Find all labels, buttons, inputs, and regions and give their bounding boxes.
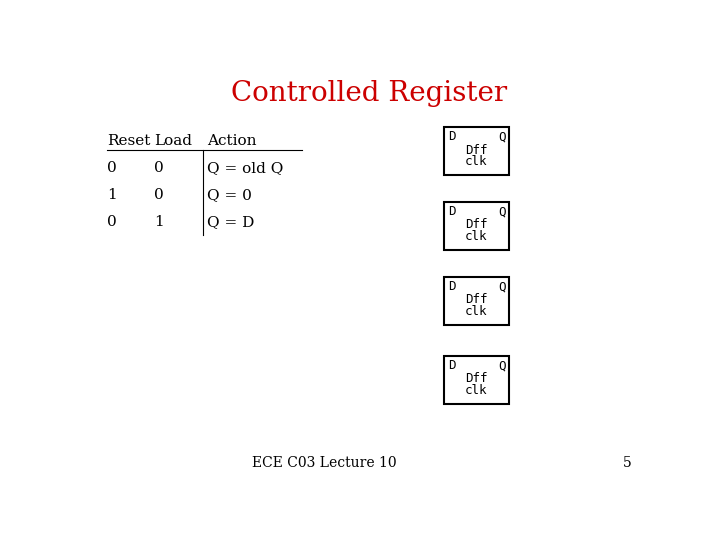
Text: 1: 1 bbox=[107, 188, 117, 202]
Text: Q = 0: Q = 0 bbox=[207, 188, 252, 202]
Text: clk: clk bbox=[465, 155, 487, 168]
Text: D: D bbox=[449, 280, 456, 293]
Text: clk: clk bbox=[465, 230, 487, 243]
Text: Dff: Dff bbox=[465, 144, 487, 157]
Text: D: D bbox=[449, 205, 456, 218]
Text: Q: Q bbox=[498, 280, 505, 293]
Text: 0: 0 bbox=[154, 188, 164, 202]
Bar bbox=[444, 277, 508, 325]
Text: Q: Q bbox=[498, 205, 505, 218]
Text: Q = D: Q = D bbox=[207, 215, 255, 229]
Text: 0: 0 bbox=[154, 161, 164, 175]
Text: Q = old Q: Q = old Q bbox=[207, 161, 284, 175]
Text: ECE C03 Lecture 10: ECE C03 Lecture 10 bbox=[252, 456, 397, 470]
Bar bbox=[444, 127, 508, 175]
Text: D: D bbox=[449, 359, 456, 372]
Text: 1: 1 bbox=[154, 215, 164, 229]
Text: Reset: Reset bbox=[107, 134, 150, 148]
Text: clk: clk bbox=[465, 384, 487, 397]
Text: Dff: Dff bbox=[465, 219, 487, 232]
Text: Q: Q bbox=[498, 359, 505, 372]
Text: Dff: Dff bbox=[465, 372, 487, 386]
Bar bbox=[444, 202, 508, 250]
Text: Controlled Register: Controlled Register bbox=[231, 80, 507, 107]
Text: Action: Action bbox=[207, 134, 257, 148]
Bar bbox=[444, 356, 508, 404]
Text: Load: Load bbox=[154, 134, 192, 148]
Text: Dff: Dff bbox=[465, 293, 487, 306]
Text: D: D bbox=[449, 131, 456, 144]
Text: 0: 0 bbox=[107, 161, 117, 175]
Text: Q: Q bbox=[498, 131, 505, 144]
Text: clk: clk bbox=[465, 305, 487, 318]
Text: 0: 0 bbox=[107, 215, 117, 229]
Text: 5: 5 bbox=[623, 456, 631, 470]
